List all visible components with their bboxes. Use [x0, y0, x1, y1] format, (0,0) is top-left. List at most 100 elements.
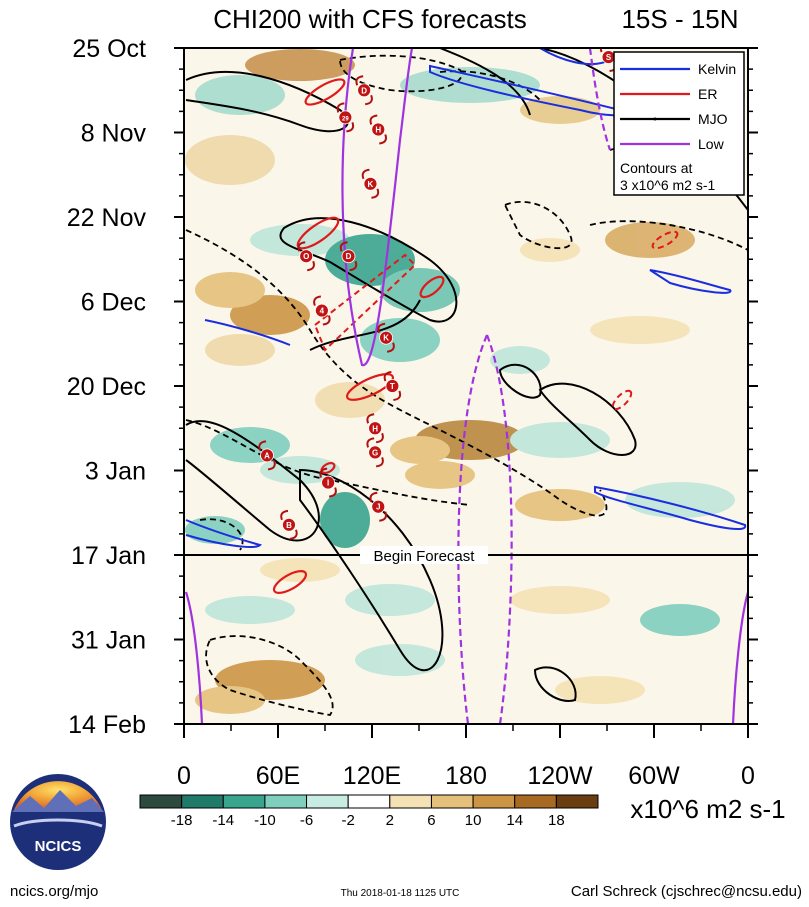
- storm-spiral-icon: [369, 491, 388, 522]
- storm-marker: A: [258, 440, 276, 471]
- storm-marker: I: [319, 467, 337, 498]
- er-contour: [304, 78, 346, 106]
- storm-marker-circle: [357, 83, 372, 98]
- storm-marker-circle: [314, 303, 329, 318]
- er-negative-contour: [651, 230, 679, 250]
- low-contour: [341, 48, 414, 367]
- anomaly-patch: [510, 586, 610, 614]
- storm-marker-circle: [368, 421, 383, 436]
- y-tick-label: 6 Dec: [81, 289, 146, 317]
- y-tick-label: 8 Nov: [81, 120, 147, 148]
- legend-label: MJO: [698, 111, 728, 127]
- colorbar-units: x10^6 m2 s-1: [630, 794, 785, 824]
- storm-marker-label: 29: [342, 116, 349, 122]
- mjo-positive-contour: [533, 666, 577, 702]
- anomaly-patch: [195, 686, 265, 714]
- kelvin-contour: [594, 485, 747, 531]
- chart-title: CHI200 with CFS forecasts: [213, 4, 527, 34]
- er-negative-contour: [611, 389, 633, 411]
- ncics-logo: NCICS: [10, 774, 106, 870]
- legend: Kelvin ER MJO Low Contours at 3 x10^6 m2 s-…: [613, 51, 745, 196]
- x-tick-label: 60E: [256, 762, 300, 790]
- storm-marker-circle: [321, 475, 336, 490]
- legend-box: [613, 51, 745, 196]
- colorbar-swatch: [264, 794, 308, 809]
- colorbar-tick-label: -14: [212, 812, 234, 829]
- low-contour: [588, 48, 612, 151]
- anomaly-patch: [230, 295, 310, 335]
- anomaly-patch: [590, 316, 690, 344]
- colorbar-swatch: [306, 794, 349, 809]
- anomaly-patch: [625, 482, 735, 518]
- y-tick-label: 25 Oct: [72, 35, 146, 63]
- anomaly-patch: [245, 49, 355, 81]
- storm-marker-circle: [341, 249, 356, 264]
- storm-marker-circle: [260, 448, 274, 463]
- storm-spiral-icon: [336, 102, 355, 133]
- storm-marker-circle: [282, 517, 296, 532]
- region-label: 15S - 15N: [621, 4, 738, 34]
- er-negative-contours: [313, 230, 679, 411]
- colorbar-tick-label: 10: [465, 812, 482, 829]
- colorbar-swatch: [514, 794, 557, 809]
- x-tick-label: 180: [445, 762, 487, 790]
- storm-spiral-icon: [280, 509, 298, 540]
- anomaly-patch: [555, 676, 645, 704]
- storm-marker-circle: [379, 330, 394, 345]
- storm-marker-label: G: [372, 448, 378, 457]
- storm-marker-label: D: [361, 86, 367, 95]
- anomaly-patch: [360, 318, 440, 362]
- mjo-positive-contour: [498, 363, 542, 399]
- low-contours: [184, 48, 748, 724]
- storm-marker: H: [366, 413, 384, 444]
- storm-spiral-icon: [258, 440, 276, 471]
- storm-marker: T: [383, 371, 402, 401]
- storm-marker-circle: [299, 249, 314, 264]
- colorbar-tick-label: -2: [342, 812, 355, 829]
- storm-spiral-icon: [339, 241, 358, 272]
- storm-marker: D: [355, 75, 373, 106]
- storm-marker-circle: [363, 176, 378, 191]
- storm-marker: B: [280, 509, 298, 540]
- forecast-label: Begin Forecast: [374, 548, 476, 565]
- y-tick-label: 20 Dec: [67, 373, 146, 401]
- storm-marker-label: J: [376, 503, 380, 512]
- storm-marker-label: B: [286, 521, 292, 530]
- kelvin-contours: [185, 48, 747, 548]
- mjo-positive-contour: [309, 48, 531, 351]
- storm-spiral-icon: [377, 322, 395, 353]
- storm-marker-circle: [371, 122, 386, 137]
- low-contour: [184, 591, 204, 724]
- colorbar-tick-label: 14: [506, 812, 523, 829]
- storm-spiral-icon: [366, 437, 384, 468]
- storm-spiral-icon: [355, 75, 373, 106]
- storm-marker: K: [377, 322, 395, 353]
- legend-label: Kelvin: [698, 61, 736, 77]
- y-tick-label: 17 Jan: [71, 542, 146, 570]
- low-contour: [731, 591, 748, 724]
- colorbar-tick-label: -10: [254, 812, 276, 829]
- anomaly-patch: [515, 489, 605, 521]
- colorbar-tick-label: 2: [386, 812, 394, 829]
- er-contour: [419, 275, 445, 299]
- anomaly-patch: [185, 135, 275, 185]
- storm-marker: 4: [313, 295, 331, 326]
- x-tick-label: 60W: [628, 762, 680, 790]
- legend-swatch-dot: [653, 117, 657, 121]
- colorbar-swatch: [472, 794, 516, 809]
- mjo-positive-contour: [538, 382, 637, 456]
- x-tick-label: 0: [177, 762, 191, 790]
- anomaly-patch: [520, 96, 600, 124]
- colorbar: -18 -14 -10 -6 -2 2 6 10 14 18: [139, 794, 599, 829]
- storm-marker: G: [366, 437, 384, 468]
- footer-url: ncics.org/mjo: [10, 883, 98, 900]
- storm-marker-label: T: [390, 382, 395, 391]
- storm-marker-circle: [338, 110, 353, 125]
- legend-note-line2: 3 x10^6 m2 s-1: [620, 177, 715, 193]
- y-axis: 25 Oct 8 Nov 22 Nov 6 Dec 20 Dec 3 Jan 17 Jan 3…: [67, 35, 758, 739]
- er-contours: [272, 78, 445, 594]
- mjo-negative-contour: [205, 635, 334, 716]
- colorbar-swatch: [181, 794, 224, 809]
- mjo-positive-contour: [185, 420, 320, 542]
- storm-marker-label: H: [372, 424, 378, 433]
